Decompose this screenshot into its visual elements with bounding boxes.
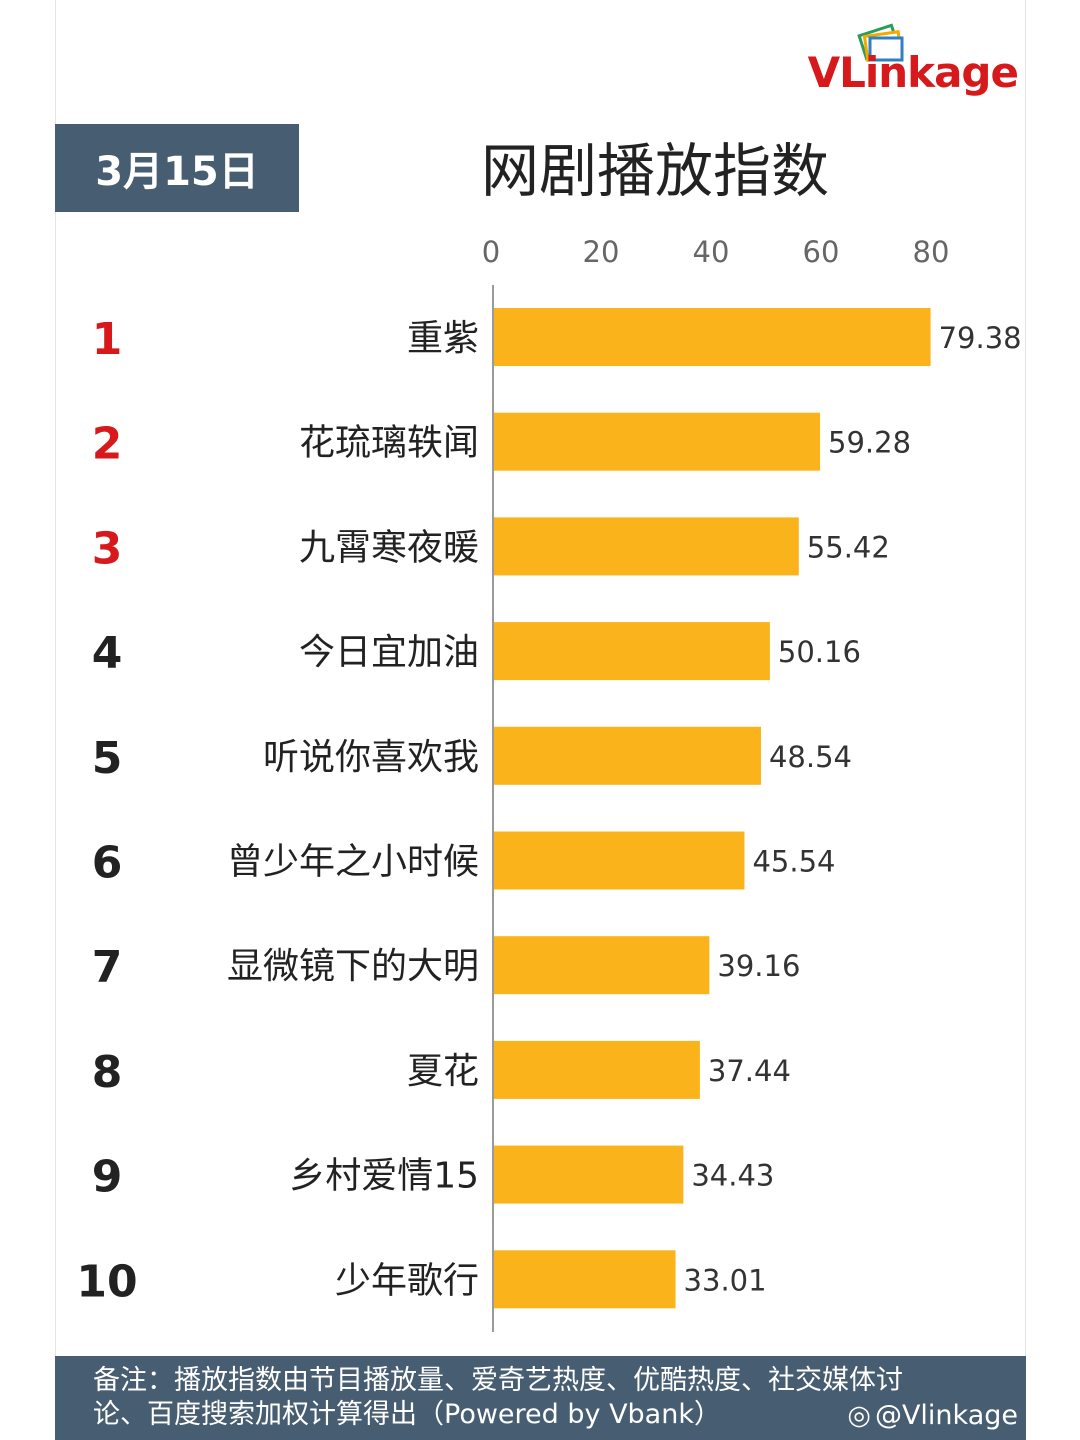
rank-number: 1	[92, 314, 123, 365]
x-tick-label: 40	[693, 235, 730, 269]
bar	[494, 831, 745, 890]
bar	[494, 412, 821, 471]
rank-number: 7	[92, 942, 123, 993]
data-label: 48.54	[769, 740, 852, 774]
category-label: 乡村爱情15	[289, 1156, 479, 1197]
logo-icon	[857, 23, 904, 62]
data-label: 37.44	[708, 1054, 791, 1088]
vlinkage-logo: VLinkage	[807, 48, 1019, 97]
x-tick-label: 80	[913, 235, 950, 269]
rank-number: 4	[92, 628, 123, 679]
data-label: 55.42	[807, 530, 890, 564]
category-label: 曾少年之小时候	[227, 842, 479, 883]
bar-chart: 0 20 40 60 80 79.38 重紫 1 59.28 花琉璃轶闻 2 55.42 九霄寒夜暖 3 5…	[76, 235, 1022, 1332]
x-tick-label: 60	[803, 235, 840, 269]
x-tick-label: 20	[583, 235, 620, 269]
category-label: 今日宜加油	[299, 632, 479, 673]
data-label: 59.28	[828, 426, 911, 460]
category-label: 夏花	[407, 1051, 479, 1092]
data-label: 33.01	[684, 1263, 767, 1297]
rank-number: 5	[92, 733, 123, 784]
footer-note: 备注：播放指数由节目播放量、爱奇艺热度、优酷热度、社交媒体讨论、百度搜索加权计算…	[93, 1365, 903, 1430]
data-label: 45.54	[752, 845, 835, 879]
chart-title: 网剧播放指数	[480, 137, 829, 205]
category-label: 听说你喜欢我	[263, 737, 479, 778]
category-label: 少年歌行	[335, 1260, 479, 1301]
rank-number: 2	[92, 419, 123, 470]
bar	[494, 517, 799, 576]
category-label: 重紫	[407, 318, 479, 359]
bar	[494, 622, 770, 681]
bar	[494, 1145, 684, 1204]
category-label: 九霄寒夜暖	[299, 527, 479, 568]
rank-number: 10	[76, 1256, 137, 1307]
rank-number: 3	[92, 523, 123, 574]
bar	[494, 1250, 676, 1309]
data-label: 34.43	[691, 1159, 774, 1193]
rank-number: 9	[92, 1152, 123, 1203]
weibo-icon: ◎	[847, 1400, 871, 1431]
footer-note-panel: 备注：播放指数由节目播放量、爱奇艺热度、优酷热度、社交媒体讨论、百度搜索加权计算…	[55, 1356, 1026, 1440]
bar	[494, 726, 761, 785]
category-label: 花琉璃轶闻	[299, 423, 479, 464]
bar	[494, 308, 931, 366]
rank-number: 8	[92, 1047, 123, 1098]
date-badge: 3月15日	[55, 124, 299, 212]
data-label: 79.38	[939, 321, 1022, 355]
weibo-watermark: ◎ @Vlinkage	[847, 1399, 1018, 1433]
watermark-handle: @Vlinkage	[874, 1400, 1018, 1431]
data-label: 50.16	[778, 635, 861, 669]
bar	[494, 936, 710, 995]
x-tick-label: 0	[482, 235, 500, 269]
data-label: 39.16	[717, 949, 800, 983]
rank-number: 6	[92, 838, 123, 889]
category-label: 显微镜下的大明	[227, 946, 479, 987]
bar	[494, 1040, 700, 1099]
